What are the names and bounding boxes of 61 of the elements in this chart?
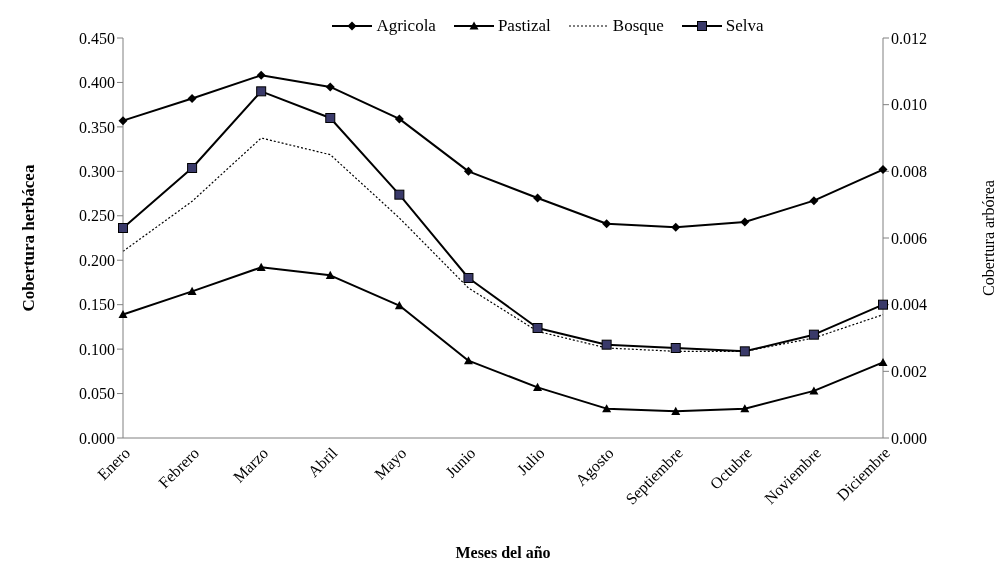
- point: [878, 357, 888, 367]
- point: [670, 343, 681, 353]
- legend-label: Bosque: [612, 16, 664, 36]
- point: [394, 301, 404, 310]
- point: [256, 70, 266, 80]
- legend-label: Pastizal: [497, 16, 551, 36]
- y2-tick-label: 0.012: [891, 29, 927, 47]
- point: [878, 165, 888, 175]
- point: [740, 404, 750, 413]
- legend-label: Agricola: [376, 16, 436, 36]
- point: [671, 222, 681, 232]
- point: [256, 262, 266, 271]
- point: [187, 286, 197, 295]
- point: [187, 163, 198, 173]
- point: [601, 339, 612, 350]
- y-tick-label: 0.150: [79, 296, 115, 314]
- point: [325, 113, 336, 123]
- y2-tick-label: 0.002: [891, 363, 927, 381]
- point: [602, 404, 612, 413]
- legend-label: Selva: [725, 16, 764, 36]
- y-tick-label: 0.300: [79, 163, 115, 181]
- y-tick-label: 0.050: [79, 385, 115, 403]
- point: [878, 299, 888, 310]
- point: [533, 382, 543, 391]
- point: [325, 270, 335, 279]
- y2-tick-label: 0.000: [891, 429, 927, 447]
- point: [118, 223, 128, 233]
- y-tick-label: 0.250: [79, 207, 115, 225]
- y-tick-label: 0.200: [79, 251, 115, 269]
- y-tick-label: 0.450: [79, 29, 115, 47]
- point: [325, 82, 335, 92]
- y2-tick-label: 0.008: [891, 163, 927, 181]
- x-tick-label: Julio: [513, 444, 548, 479]
- y-axis-title: Cobertura herbácea: [19, 164, 39, 312]
- point: [739, 346, 750, 357]
- point: [602, 219, 612, 229]
- point: [394, 114, 404, 124]
- y-tick-label: 0.000: [79, 429, 115, 447]
- point: [533, 193, 543, 203]
- point: [808, 329, 819, 340]
- point: [118, 309, 128, 319]
- y-tick-label: 0.350: [79, 118, 115, 136]
- y2-tick-label: 0.010: [891, 96, 927, 114]
- point: [463, 166, 473, 176]
- point: [809, 386, 819, 395]
- y2-tick-label: 0.006: [891, 229, 927, 247]
- x-axis-title: Meses del año: [455, 544, 551, 561]
- point: [394, 189, 405, 200]
- point: [187, 93, 197, 103]
- point: [532, 323, 543, 333]
- y-tick-label: 0.100: [79, 340, 115, 358]
- point: [809, 196, 819, 206]
- point: [740, 217, 750, 227]
- point: [463, 273, 474, 283]
- y2-tick-label: 0.004: [891, 296, 927, 314]
- point: [256, 86, 267, 97]
- point: [118, 116, 128, 126]
- y2-axis-title: Cobertura arbórea: [979, 180, 997, 296]
- point: [671, 406, 681, 415]
- y-tick-label: 0.400: [79, 74, 115, 92]
- point: [463, 356, 473, 365]
